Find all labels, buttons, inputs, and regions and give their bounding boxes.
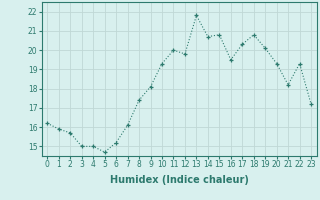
X-axis label: Humidex (Indice chaleur): Humidex (Indice chaleur) — [110, 175, 249, 185]
